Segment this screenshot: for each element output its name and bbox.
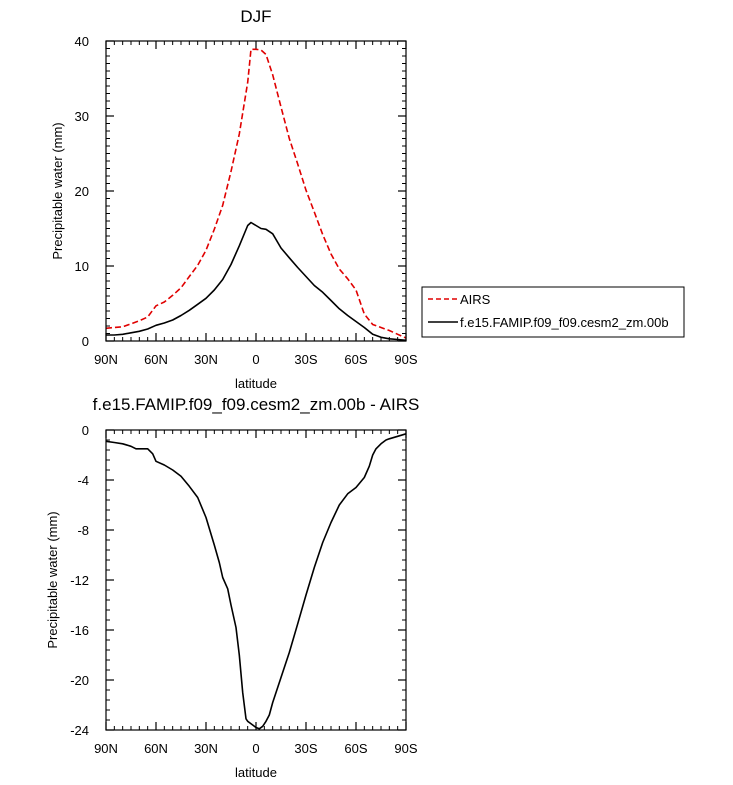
bottom-panel: f.e15.FAMIP.f09_f09.cesm2_zm.00b - AIRS … [45, 395, 419, 780]
top-y-axis-label: Precipitable water (mm) [50, 122, 65, 259]
bottom-x-tick-label: 30N [194, 741, 218, 756]
bottom-y-tick-label: 0 [82, 423, 89, 438]
top-x-tick-label: 30S [294, 352, 317, 367]
bottom-x-tick-label: 90N [94, 741, 118, 756]
top-plot-frame [105, 40, 407, 342]
bottom-y-tick-label: -12 [70, 573, 89, 588]
bottom-y-tick-label: -4 [77, 473, 89, 488]
bottom-y-tick-label: -24 [70, 723, 89, 738]
top-x-axis-label: latitude [235, 376, 277, 391]
top-x-tick-label: 90N [94, 352, 118, 367]
bottom-x-tick-label: 30S [294, 741, 317, 756]
bottom-x-tick-label: 0 [252, 741, 259, 756]
top-plot-area: 90N 60N 30N 0 30S 60S 90S 0 10 20 30 40 [75, 34, 418, 367]
top-y-tick-label: 20 [75, 184, 89, 199]
bottom-plot-frame [105, 429, 407, 731]
top-series-line-airs [105, 48, 407, 339]
top-x-tick-label: 30N [194, 352, 218, 367]
bottom-x-tick-label: 60N [144, 741, 168, 756]
bottom-y-tick-label: -20 [70, 673, 89, 688]
legend: AIRS f.e15.FAMIP.f09_f09.cesm2_zm.00b [421, 286, 685, 338]
bottom-y-axis-label: Precipitable water (mm) [45, 511, 60, 648]
legend-box [421, 286, 685, 338]
bottom-plot-area: 90N 60N 30N 0 30S 60S 90S 0 -4 -8 -12 -16 -20 -24 [70, 423, 418, 756]
top-series-line-model [106, 221, 407, 342]
top-x-tick-label: 60S [344, 352, 367, 367]
top-x-tick-label: 90S [394, 352, 417, 367]
bottom-x-tick-label: 90S [394, 741, 417, 756]
bottom-chart-title: f.e15.FAMIP.f09_f09.cesm2_zm.00b - AIRS [93, 395, 420, 414]
bottom-x-axis-label: latitude [235, 765, 277, 780]
top-x-tick-label: 0 [252, 352, 259, 367]
top-x-tick-label: 60N [144, 352, 168, 367]
bottom-x-tick-label: 60S [344, 741, 367, 756]
top-y-tick-label: 0 [82, 334, 89, 349]
bottom-y-tick-label: -8 [77, 523, 89, 538]
legend-label-model: f.e15.FAMIP.f09_f09.cesm2_zm.00b [460, 315, 669, 330]
legend-label-airs: AIRS [460, 292, 491, 307]
top-y-tick-label: 10 [75, 259, 89, 274]
bottom-y-tick-label: -16 [70, 623, 89, 638]
bottom-series-line-difference [105, 433, 407, 730]
top-y-tick-label: 30 [75, 109, 89, 124]
top-panel: DJF 90N 60N 30N 0 30S 60S 90S 0 10 20 30 40 latitud… [50, 7, 685, 391]
top-chart-title: DJF [240, 7, 271, 26]
top-y-tick-label: 40 [75, 34, 89, 49]
